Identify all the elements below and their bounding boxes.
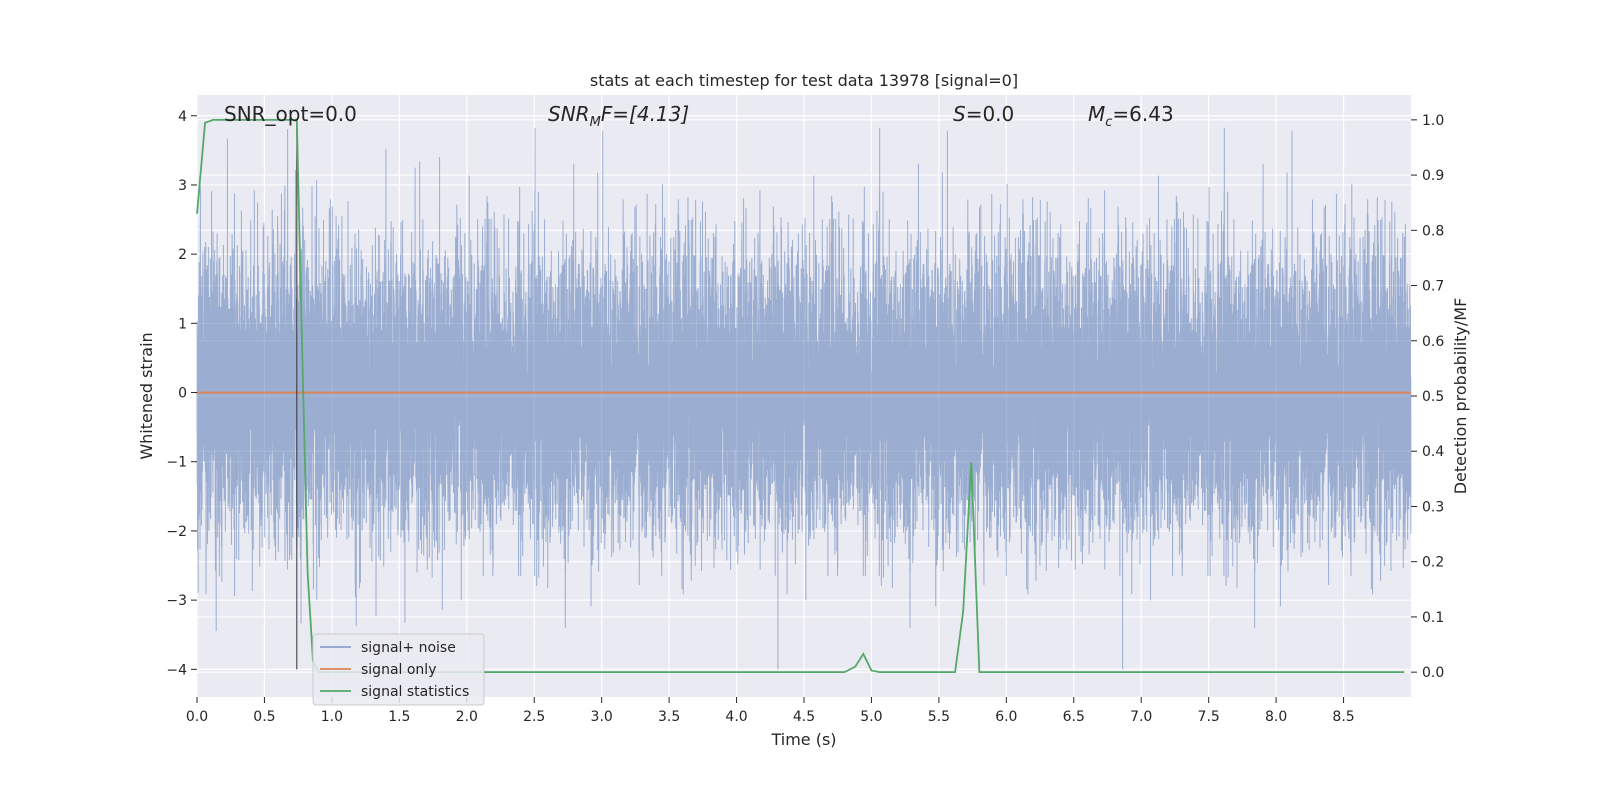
x-tick-label: 7.0 bbox=[1130, 709, 1152, 725]
legend-label-signal-only: signal only bbox=[361, 662, 436, 678]
x-tick-label: 0.5 bbox=[253, 709, 275, 725]
y-tick-label-left: 0 bbox=[178, 386, 187, 402]
y-tick-label-right: 0.6 bbox=[1422, 334, 1444, 350]
x-tick-label: 8.5 bbox=[1332, 709, 1354, 725]
y-tick-label-left: −3 bbox=[166, 593, 187, 609]
legend-label-signal-statistics: signal statistics bbox=[361, 684, 469, 700]
x-tick-label: 8.0 bbox=[1265, 709, 1287, 725]
x-tick-label: 1.5 bbox=[388, 709, 410, 725]
legend: signal+ noise signal only signal statist… bbox=[312, 633, 485, 706]
y-tick-label-right: 0.2 bbox=[1422, 555, 1444, 571]
y-tick-label-left: 3 bbox=[178, 178, 187, 194]
y-axis-label-right: Detection probability/MF bbox=[1451, 298, 1470, 495]
y-tick-label-right: 0.9 bbox=[1422, 168, 1444, 184]
y-tick-label-right: 0.0 bbox=[1422, 665, 1444, 681]
right-axis-ticks: 1.0 0.9 0.8 0.7 0.6 0.5 0.4 0.3 0.2 0.1 0.0 bbox=[1411, 113, 1444, 681]
series-layer bbox=[196, 118, 1411, 674]
y-tick-label-right: 1.0 bbox=[1422, 113, 1444, 129]
x-tick-label: 2.5 bbox=[523, 709, 545, 725]
x-tick-label: 6.5 bbox=[1063, 709, 1085, 725]
y-tick-label-left: 2 bbox=[178, 247, 187, 263]
series-line-signal-statistics bbox=[196, 118, 1405, 674]
x-tick-label: 3.5 bbox=[658, 709, 680, 725]
y-tick-label-left: −1 bbox=[166, 455, 187, 471]
annotation-snr-mf: SNRMF=[4.13] bbox=[548, 102, 689, 130]
y-tick-label-right: 0.8 bbox=[1422, 223, 1444, 239]
legend-label-signal-noise: signal+ noise bbox=[361, 640, 456, 656]
y-tick-label-right: 0.3 bbox=[1422, 499, 1444, 515]
annotation-snr-opt: SNR_opt=0.0 bbox=[224, 102, 357, 126]
x-tick-label: 3.0 bbox=[591, 709, 613, 725]
legend-box bbox=[312, 633, 485, 706]
x-tick-label: 4.5 bbox=[793, 709, 815, 725]
y-tick-label-right: 0.4 bbox=[1422, 444, 1444, 460]
x-tick-label: 6.0 bbox=[995, 709, 1017, 725]
x-axis-ticks: 0.0 0.5 1.0 1.5 2.0 2.5 3.0 3.5 4.0 4.5 5.0 5.5 6.0 6… bbox=[186, 697, 1355, 725]
left-axis-ticks: 4 3 2 1 0 −1 −2 −3 −4 bbox=[166, 109, 197, 678]
y-tick-label-left: −2 bbox=[166, 524, 187, 540]
chart-title: stats at each timestep for test data 139… bbox=[590, 71, 1018, 90]
x-tick-label: 7.5 bbox=[1198, 709, 1220, 725]
y-tick-label-right: 0.5 bbox=[1422, 389, 1444, 405]
x-tick-label: 1.0 bbox=[321, 709, 343, 725]
annotation-mc: Mc=6.43 bbox=[1088, 102, 1174, 130]
x-tick-label: 2.0 bbox=[456, 709, 478, 725]
x-tick-label: 4.0 bbox=[725, 709, 747, 725]
noise-series bbox=[196, 127, 1412, 670]
y-axis-label-left: Whitened strain bbox=[137, 332, 156, 459]
annotation-s: S=0.0 bbox=[953, 102, 1014, 126]
y-tick-label-right: 0.7 bbox=[1422, 279, 1444, 295]
y-tick-label-left: −4 bbox=[166, 662, 187, 678]
y-tick-label-left: 4 bbox=[178, 109, 187, 125]
x-axis-label: Time (s) bbox=[770, 730, 836, 749]
x-tick-label: 0.0 bbox=[186, 709, 208, 725]
x-tick-label: 5.0 bbox=[860, 709, 882, 725]
y-tick-label-left: 1 bbox=[178, 316, 187, 332]
series-line-signal-noise bbox=[196, 127, 1412, 670]
x-tick-label: 5.5 bbox=[928, 709, 950, 725]
y-tick-label-right: 0.1 bbox=[1422, 610, 1444, 626]
